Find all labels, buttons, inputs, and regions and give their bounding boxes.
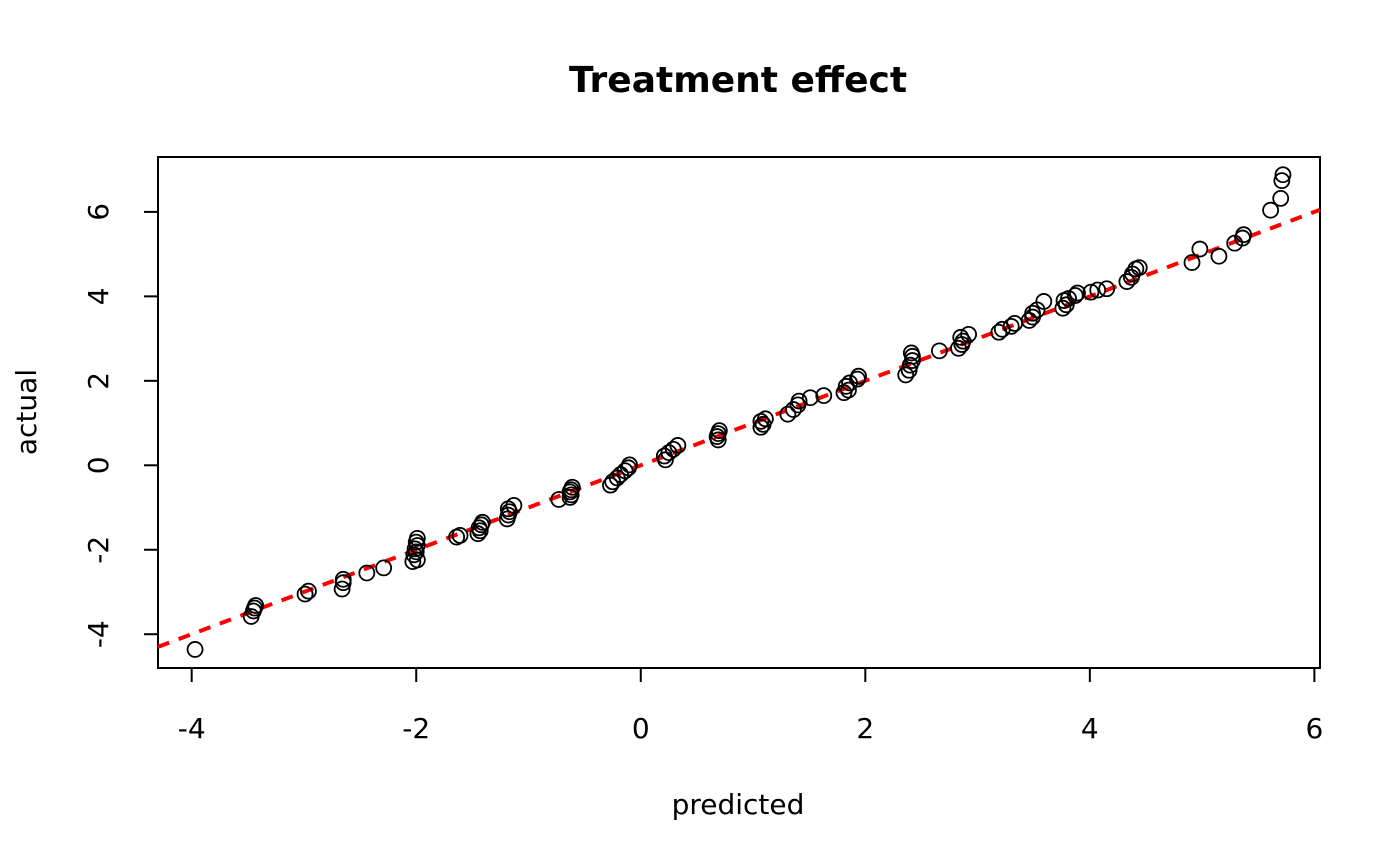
data-point [474,513,491,531]
data-point [897,366,915,384]
data-point [756,410,774,428]
data-point [333,580,351,598]
data-point [296,585,314,603]
x-tick-label: 0 [632,712,650,745]
data-point [406,540,424,558]
data-point [1002,317,1020,335]
y-axis: -4 -2 0 2 4 6 [82,203,159,648]
data-point [300,582,317,600]
data-point [1024,304,1041,322]
x-axis: -4 -2 0 2 4 6 [178,667,1323,745]
data-point [186,641,204,658]
chart-title: Treatment effect [569,60,907,101]
data-point [801,389,819,407]
data-point [1035,293,1053,310]
x-tick-label: 2 [856,712,874,745]
x-tick-label: -2 [402,712,430,745]
y-tick-label: 4 [82,287,115,305]
data-point [1272,189,1290,207]
data-point [931,342,948,360]
data-point [960,325,977,343]
data-point [850,367,867,385]
data-point [664,440,682,458]
reference-line-group [157,207,1321,649]
data-point [902,344,920,362]
x-tick-label: 6 [1305,712,1323,745]
plot-frame [157,156,1321,669]
data-point [840,381,857,399]
data-point [358,564,376,582]
data-point [1089,281,1107,299]
data-point [1191,240,1209,258]
data-point [1006,314,1024,332]
data-point [669,437,687,454]
y-tick-label: 2 [82,372,115,390]
data-point [952,328,970,346]
data-point [752,418,770,436]
data-point [451,526,469,544]
data-point [563,478,581,496]
reference-line [157,207,1321,649]
y-tick-label: 6 [82,203,115,221]
x-tick-label: -4 [178,712,206,745]
y-tick-label: 0 [82,456,115,474]
points-group [186,166,1292,658]
data-point [405,546,423,564]
data-point [785,401,802,418]
y-axis-label: actual [10,369,43,455]
data-point [1098,280,1116,298]
data-point [710,422,728,440]
data-point [815,387,833,405]
data-point [505,497,523,514]
data-point [621,456,638,474]
data-point [1066,287,1084,304]
data-point [1210,247,1228,265]
data-point [408,529,426,547]
data-point [904,352,921,369]
data-point [1273,172,1291,190]
data-point [1262,201,1280,219]
y-tick-label: -4 [82,620,115,648]
x-axis-label: predicted [672,788,805,821]
data-point [1183,254,1201,271]
data-point [1069,284,1086,302]
data-point [790,392,808,410]
data-point [1054,299,1072,317]
data-point [247,597,265,614]
data-point [1235,226,1253,244]
data-point [1130,259,1148,277]
data-point [375,559,393,577]
data-point [1082,283,1100,301]
data-point [334,570,352,588]
data-point [1274,166,1292,184]
y-tick-label: -2 [82,536,115,564]
x-tick-label: 4 [1081,712,1099,745]
data-point [779,405,797,423]
data-point [469,525,487,543]
